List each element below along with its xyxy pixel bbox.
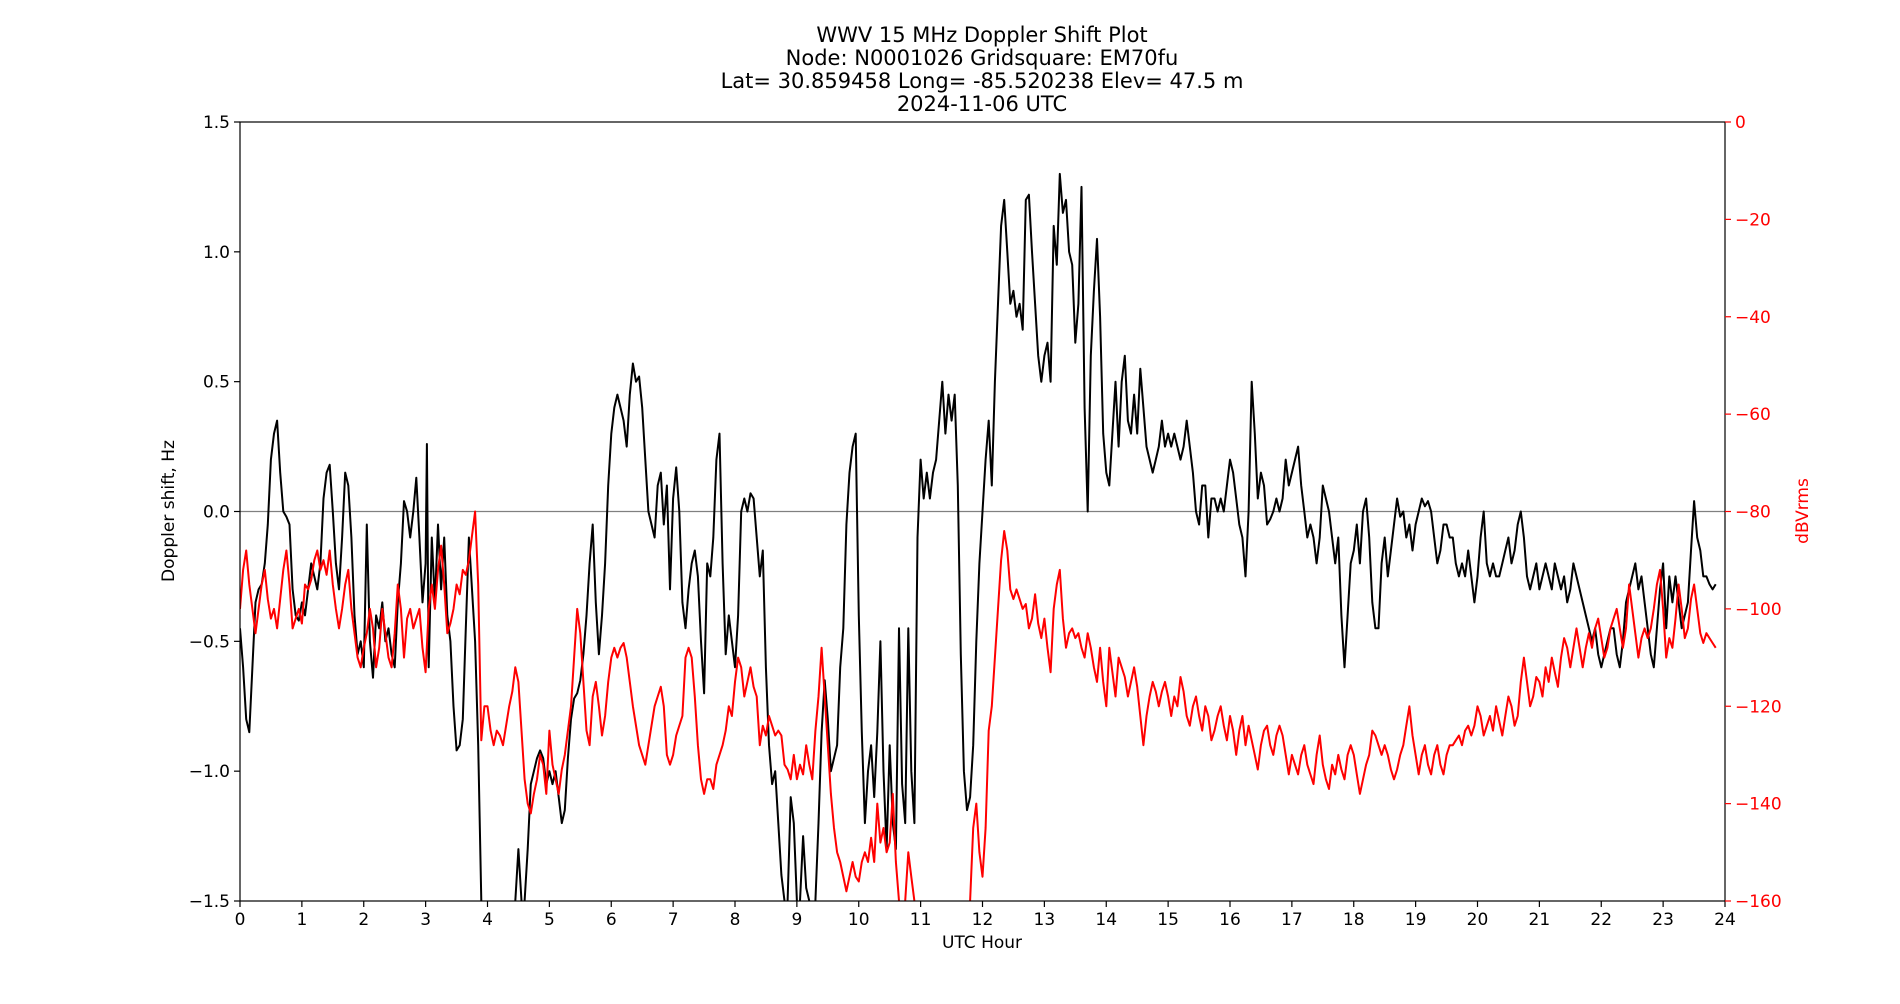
x-tick-label-16: 16 xyxy=(1219,910,1241,930)
y-left-tick-label-6: 1.5 xyxy=(203,113,230,133)
x-axis: 0 1 2 3 4 5 6 7 8 9 10 11 12 13 14 15 16 17 18 19 20 21 22 23 24 xyxy=(235,901,1736,930)
power-line-7 xyxy=(904,851,916,901)
x-tick-label-20: 20 xyxy=(1467,910,1489,930)
y-right-tick-label-3: −60 xyxy=(1735,405,1771,425)
y-axis-left-label: Doppler shift, Hz xyxy=(159,440,179,582)
y-left-tick-label-0: −1.5 xyxy=(189,892,230,912)
doppler-line-3 xyxy=(786,796,798,901)
x-tick-label-12: 12 xyxy=(972,910,994,930)
y-right-tick-label-7: −140 xyxy=(1735,795,1782,815)
x-tick-label-10: 10 xyxy=(848,910,870,930)
y-left-tick-label-1: −1.0 xyxy=(189,762,230,782)
title-line-1: WWV 15 MHz Doppler Shift Plot xyxy=(816,23,1147,47)
x-tick-label-0: 0 xyxy=(235,910,246,930)
x-tick-label-18: 18 xyxy=(1343,910,1365,930)
x-tick-label-15: 15 xyxy=(1157,910,1179,930)
y-right-tick-label-8: −160 xyxy=(1735,892,1782,912)
x-tick-label-22: 22 xyxy=(1590,910,1612,930)
x-tick-label-14: 14 xyxy=(1095,910,1117,930)
y-left-tick-label-2: −0.5 xyxy=(189,632,230,652)
doppler-line-5 xyxy=(814,172,1717,901)
x-tick-label-13: 13 xyxy=(1034,910,1056,930)
chart-title: WWV 15 MHz Doppler Shift Plot Node: N000… xyxy=(721,23,1244,116)
doppler-line-2 xyxy=(523,362,786,901)
x-tick-label-4: 4 xyxy=(482,910,493,930)
x-tick-label-2: 2 xyxy=(358,910,369,930)
y-right-tick-label-6: −120 xyxy=(1735,697,1782,717)
power-line-8 xyxy=(969,530,1717,901)
x-tick-label-17: 17 xyxy=(1281,910,1303,930)
x-tick-label-8: 8 xyxy=(730,910,741,930)
y-left-tick-label-4: 0.5 xyxy=(203,373,230,393)
x-tick-label-19: 19 xyxy=(1405,910,1427,930)
title-line-4: 2024-11-06 UTC xyxy=(897,92,1067,116)
y-right-tick-label-2: −40 xyxy=(1735,308,1771,328)
x-tick-label-23: 23 xyxy=(1652,910,1674,930)
x-tick-label-9: 9 xyxy=(791,910,802,930)
doppler-line-1 xyxy=(514,848,523,901)
y-right-tick-label-4: −80 xyxy=(1735,503,1771,523)
y-left-tick-label-5: 1.0 xyxy=(203,243,230,263)
x-tick-label-7: 7 xyxy=(668,910,679,930)
x-tick-label-11: 11 xyxy=(910,910,932,930)
y-axis-right: 0 −20 −40 −60 −80 −100 −120 −140 −160 xyxy=(1725,113,1782,912)
y-right-tick-label-5: −100 xyxy=(1735,600,1782,620)
power-line-6 xyxy=(240,510,900,901)
title-line-2: Node: N0001026 Gridsquare: EM70fu xyxy=(786,46,1179,70)
doppler-line-4 xyxy=(799,835,811,901)
x-tick-label-21: 21 xyxy=(1529,910,1551,930)
x-axis-label: UTC Hour xyxy=(942,933,1022,953)
y-axis-right-label: dBVrms xyxy=(1793,478,1813,544)
x-tick-label-24: 24 xyxy=(1714,910,1736,930)
title-line-3: Lat= 30.859458 Long= -85.520238 Elev= 47… xyxy=(721,69,1244,93)
y-right-tick-label-1: −20 xyxy=(1735,210,1771,230)
y-axis-left: −1.5 −1.0 −0.5 0.0 0.5 1.0 1.5 xyxy=(189,113,240,912)
x-tick-label-3: 3 xyxy=(420,910,431,930)
x-tick-label-1: 1 xyxy=(296,910,307,930)
x-tick-label-5: 5 xyxy=(544,910,555,930)
series-layer xyxy=(240,172,1717,901)
x-tick-label-6: 6 xyxy=(606,910,617,930)
y-right-tick-label-0: 0 xyxy=(1735,113,1746,133)
y-left-tick-label-3: 0.0 xyxy=(203,503,230,523)
